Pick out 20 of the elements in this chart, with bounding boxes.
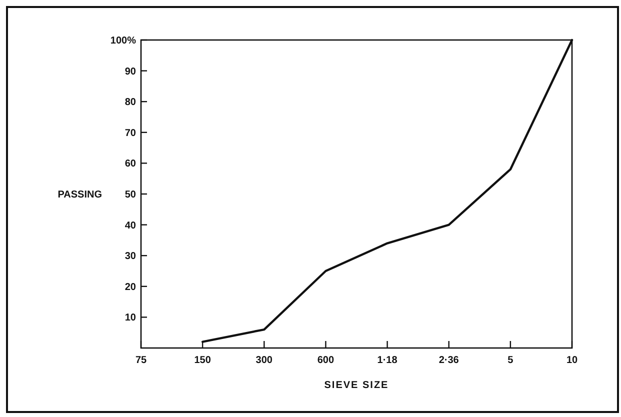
y-tick-label: 20 (124, 282, 136, 293)
y-axis-title: PASSING (58, 190, 102, 200)
y-tick-label: 80 (124, 97, 136, 108)
y-tick-label: 70 (124, 128, 136, 139)
y-tick-label: 100% (110, 36, 136, 46)
x-tick-label: 75 (135, 355, 147, 366)
x-tick-label: 1·18 (377, 355, 398, 366)
y-tick-label: 60 (124, 158, 136, 170)
x-tick-label: 10 (566, 355, 578, 366)
y-tick-label: 40 (124, 220, 136, 232)
x-tick-label: 600 (317, 355, 334, 366)
x-tick-label: 5 (508, 355, 514, 366)
y-tick-label: 50 (124, 190, 136, 200)
y-tick-label: 90 (124, 66, 136, 78)
y-tick-label: 30 (124, 251, 136, 262)
x-tick-label: 2·36 (438, 355, 460, 366)
x-tick-label: 150 (194, 355, 212, 366)
x-axis-title: SIEVE SIZE (324, 380, 389, 391)
x-tick-label: 300 (256, 355, 273, 366)
y-tick-label: 10 (124, 312, 136, 324)
